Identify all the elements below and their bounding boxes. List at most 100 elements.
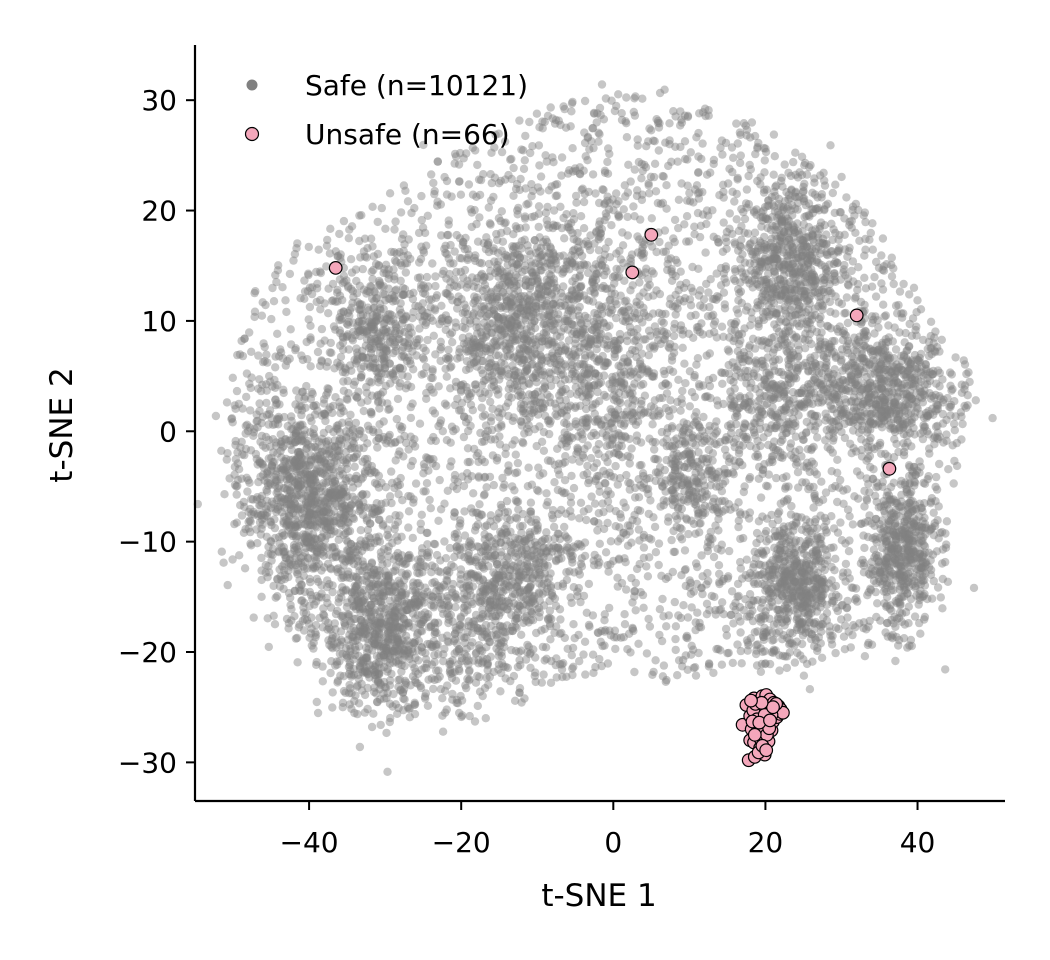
safe-point [261,443,270,452]
safe-point [331,487,340,497]
safe-point [319,551,328,560]
safe-point [326,522,335,532]
safe-point [318,516,327,525]
safe-point [441,364,450,373]
safe-point [351,691,360,700]
safe-point [342,536,351,545]
safe-point [363,648,372,657]
safe-point [217,446,226,455]
safe-point [337,503,347,512]
safe-point [527,192,536,201]
safe-point [326,488,336,497]
safe-point [310,534,320,544]
safe-point [287,483,296,492]
plot-area [193,80,997,776]
safe-point [391,511,400,520]
safe-point [350,443,359,453]
safe-point [304,493,313,503]
safe-point [331,479,340,489]
safe-point [793,293,802,302]
safe-point [911,325,920,335]
safe-point [338,487,348,497]
safe-point [230,480,240,490]
safe-point [374,532,384,541]
safe-point [319,517,329,526]
safe-point [306,533,316,542]
safe-point [339,456,348,465]
safe-point [301,543,311,553]
safe-point [319,563,329,572]
safe-point [277,437,286,446]
safe-point [295,575,304,585]
safe-point [335,471,344,480]
safe-point [339,407,348,416]
safe-point [301,500,310,509]
safe-point [276,572,285,581]
safe-point [255,399,264,408]
safe-point [303,470,313,479]
safe-point [303,516,312,526]
safe-point [339,489,348,499]
safe-point [280,494,289,504]
safe-point [397,551,407,560]
safe-point [337,403,346,413]
safe-point [265,568,274,577]
safe-point [267,537,276,547]
safe-point [275,565,284,574]
safe-point [916,377,925,386]
safe-point [277,466,286,475]
safe-point [252,525,261,534]
safe-point [307,479,316,488]
safe-point [232,482,241,491]
safe-point [315,483,324,493]
safe-point [269,448,278,457]
safe-point [285,459,294,468]
safe-point [814,258,823,267]
safe-point [320,535,330,544]
safe-point [456,614,465,623]
safe-point [336,550,345,559]
safe-point [341,557,350,566]
safe-point [352,471,361,481]
safe-point [391,640,400,649]
safe-point [228,555,237,564]
safe-point [323,494,332,503]
safe-point [322,459,331,468]
safe-point [305,574,314,584]
safe-point [312,697,321,707]
safe-point [309,562,318,572]
safe-point [346,651,355,660]
safe-point [369,570,378,579]
safe-point [335,489,345,499]
safe-point [373,571,382,580]
safe-point [240,502,249,512]
safe-point [317,454,327,463]
safe-point [362,514,371,523]
safe-point [292,465,301,474]
safe-point [375,506,384,515]
safe-point [336,490,346,500]
safe-point [293,570,302,579]
safe-point [814,302,823,311]
safe-point [310,486,319,496]
safe-point [323,523,332,532]
safe-point [334,493,343,503]
safe-point [314,577,323,586]
safe-point [447,328,457,337]
safe-point [301,492,311,501]
safe-point [758,549,767,558]
safe-point [276,440,286,449]
safe-point [274,547,284,557]
safe-point [494,385,503,394]
safe-point [326,489,335,498]
safe-point [319,399,329,408]
safe-point [884,321,893,330]
safe-point [276,493,285,502]
safe-point [345,526,355,536]
safe-point [315,507,324,516]
safe-point [259,463,269,472]
safe-point [310,510,319,519]
safe-point [277,493,286,502]
safe-point [302,537,311,546]
safe-point [410,598,419,608]
